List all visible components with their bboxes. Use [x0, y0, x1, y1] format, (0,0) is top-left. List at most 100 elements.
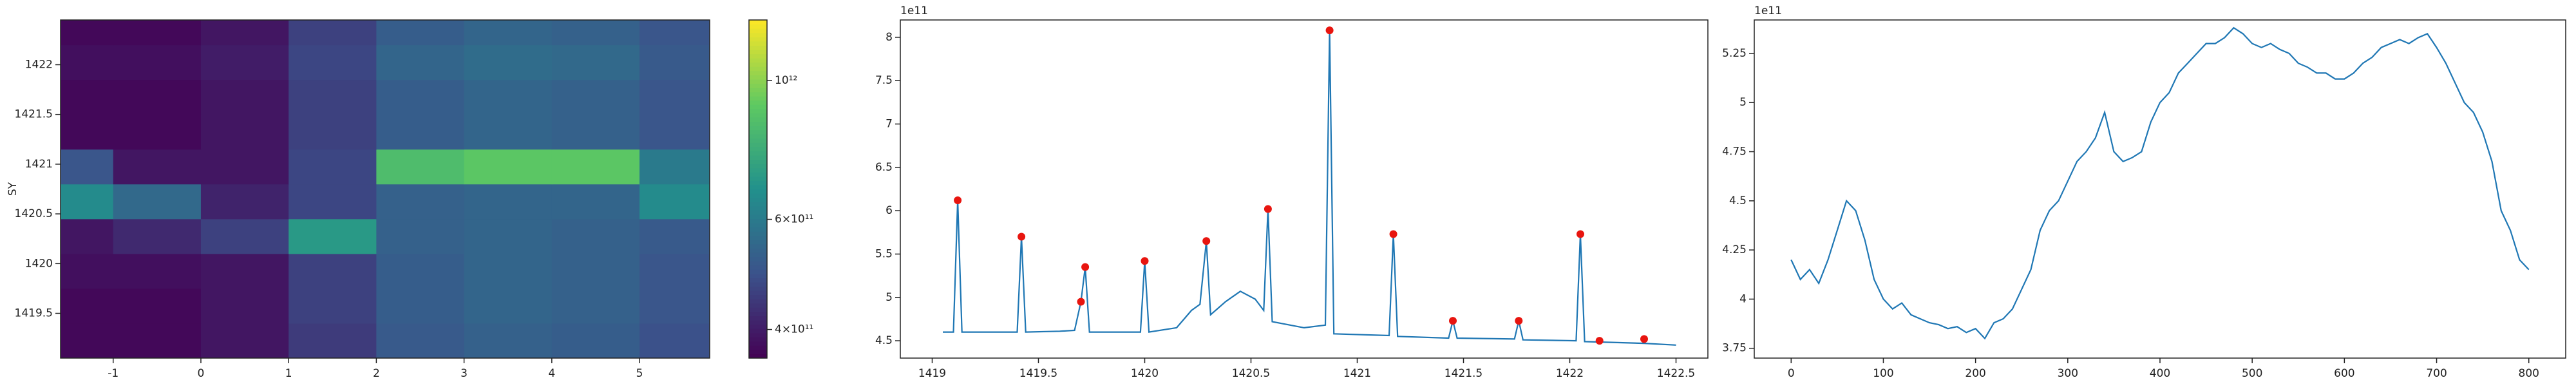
x-tick-label: 5: [636, 367, 643, 380]
colorbar-segment: [749, 290, 767, 296]
heat-cell: [464, 44, 553, 81]
colorbar-segment: [749, 202, 767, 207]
line: [943, 30, 1676, 346]
x-tick-label: 1420.5: [1232, 367, 1270, 380]
heat-cell: [551, 149, 640, 185]
heat-cell: [464, 218, 553, 254]
colorbar-segment: [749, 197, 767, 202]
peak-marker: [1577, 230, 1584, 238]
heat-cell: [376, 218, 465, 254]
colorbar-segment: [749, 223, 767, 228]
colorbar-segment: [749, 49, 767, 55]
y-tick-label: 4.5: [875, 334, 893, 347]
y-tick-label: 6.5: [875, 161, 893, 174]
colorbar-segment: [749, 88, 767, 93]
heat-cell: [551, 184, 640, 220]
heat-cell: [200, 79, 289, 115]
colorbar-segment: [749, 256, 767, 261]
colorbar-segment: [749, 176, 767, 181]
heat-cell: [639, 184, 710, 220]
heat-cell: [639, 323, 710, 358]
heat-cell: [289, 44, 377, 81]
x-tick-label: 1422: [1556, 367, 1584, 380]
peak-marker: [1595, 337, 1604, 345]
axes-frame: [60, 19, 710, 359]
x-tick-label: 1: [285, 367, 292, 380]
heat-cell: [289, 218, 377, 254]
heat-cell: [113, 253, 202, 289]
colorbar-segment: [749, 281, 767, 287]
peak-marker: [1640, 335, 1648, 343]
peak-marker: [1077, 298, 1085, 306]
colorbar-segment: [749, 134, 767, 139]
line: [1790, 26, 2530, 340]
x-tick-label: 1421: [1343, 367, 1371, 380]
heat-cell: [113, 44, 202, 81]
colorbar-tick-label: 6×10¹¹: [775, 213, 813, 226]
colorbar-segment: [749, 227, 767, 232]
heat-cell: [551, 288, 640, 324]
heat-cell: [464, 288, 553, 324]
heat-cell: [289, 288, 377, 324]
heat-cell: [200, 184, 289, 220]
colorbar-segment: [749, 311, 767, 316]
colorbar-segment: [749, 341, 767, 346]
heat-cell: [639, 288, 710, 324]
heat-cell: [551, 218, 640, 254]
colorbar-segment: [749, 319, 767, 325]
x-tick-label: 2: [373, 367, 380, 380]
colorbar-segment: [749, 235, 767, 240]
x-tick-label: 0: [198, 367, 205, 380]
y-tick-label: 5.5: [875, 247, 893, 260]
colorbar-segment: [749, 100, 767, 105]
peak-marker: [1202, 237, 1211, 245]
y-tick-label: 6: [886, 204, 893, 217]
x-tick-label: 3: [460, 367, 468, 380]
heat-cell: [289, 149, 377, 185]
x-tick-label: 300: [2058, 367, 2078, 380]
heat-cell: [289, 253, 377, 289]
heat-cell: [200, 44, 289, 81]
heat-cell: [551, 44, 640, 81]
x-tick-label: 700: [2426, 367, 2447, 380]
heat-cell: [289, 114, 377, 150]
y-tick-label: 4.5: [1729, 194, 1747, 207]
x-tick-label: 1419: [918, 367, 946, 380]
heat-cell: [464, 114, 553, 150]
heat-cell: [289, 20, 377, 46]
heat-cell: [376, 323, 465, 358]
colorbar-segment: [749, 286, 767, 291]
x-tick-label: 1419.5: [1019, 367, 1057, 380]
y-tick-label: 7: [886, 118, 893, 131]
heat-cell: [639, 218, 710, 254]
colorbar-segment: [749, 261, 767, 266]
colorbar-segment: [749, 41, 767, 46]
colorbar-segment: [749, 265, 767, 270]
heat-cell: [551, 114, 640, 150]
colorbar-segment: [749, 337, 767, 342]
colorbar-segment: [749, 248, 767, 253]
colorbar-segment: [749, 113, 767, 118]
peak-marker: [1141, 257, 1149, 265]
colorbar-segment: [749, 121, 767, 126]
colorbar-segment: [749, 332, 767, 337]
colorbar-segment: [749, 83, 767, 88]
heat-cell: [639, 79, 710, 115]
heat-cell: [61, 20, 114, 46]
heat-cell: [61, 288, 114, 324]
colorbar-segment: [749, 307, 767, 312]
heat-cell: [61, 114, 114, 150]
y-tick-label: 1422: [25, 58, 53, 71]
x-tick-label: 1420: [1131, 367, 1159, 380]
x-tick-label: 600: [2334, 367, 2354, 380]
peak-marker: [954, 196, 962, 204]
heat-cell: [200, 20, 289, 46]
heat-cell: [200, 253, 289, 289]
colorbar-segment: [749, 210, 767, 215]
heat-cell: [200, 323, 289, 358]
heat-cell: [639, 114, 710, 150]
heat-cell: [639, 149, 710, 185]
colorbar-segment: [749, 104, 767, 109]
y-offset-label: 1e11: [1754, 5, 1782, 17]
